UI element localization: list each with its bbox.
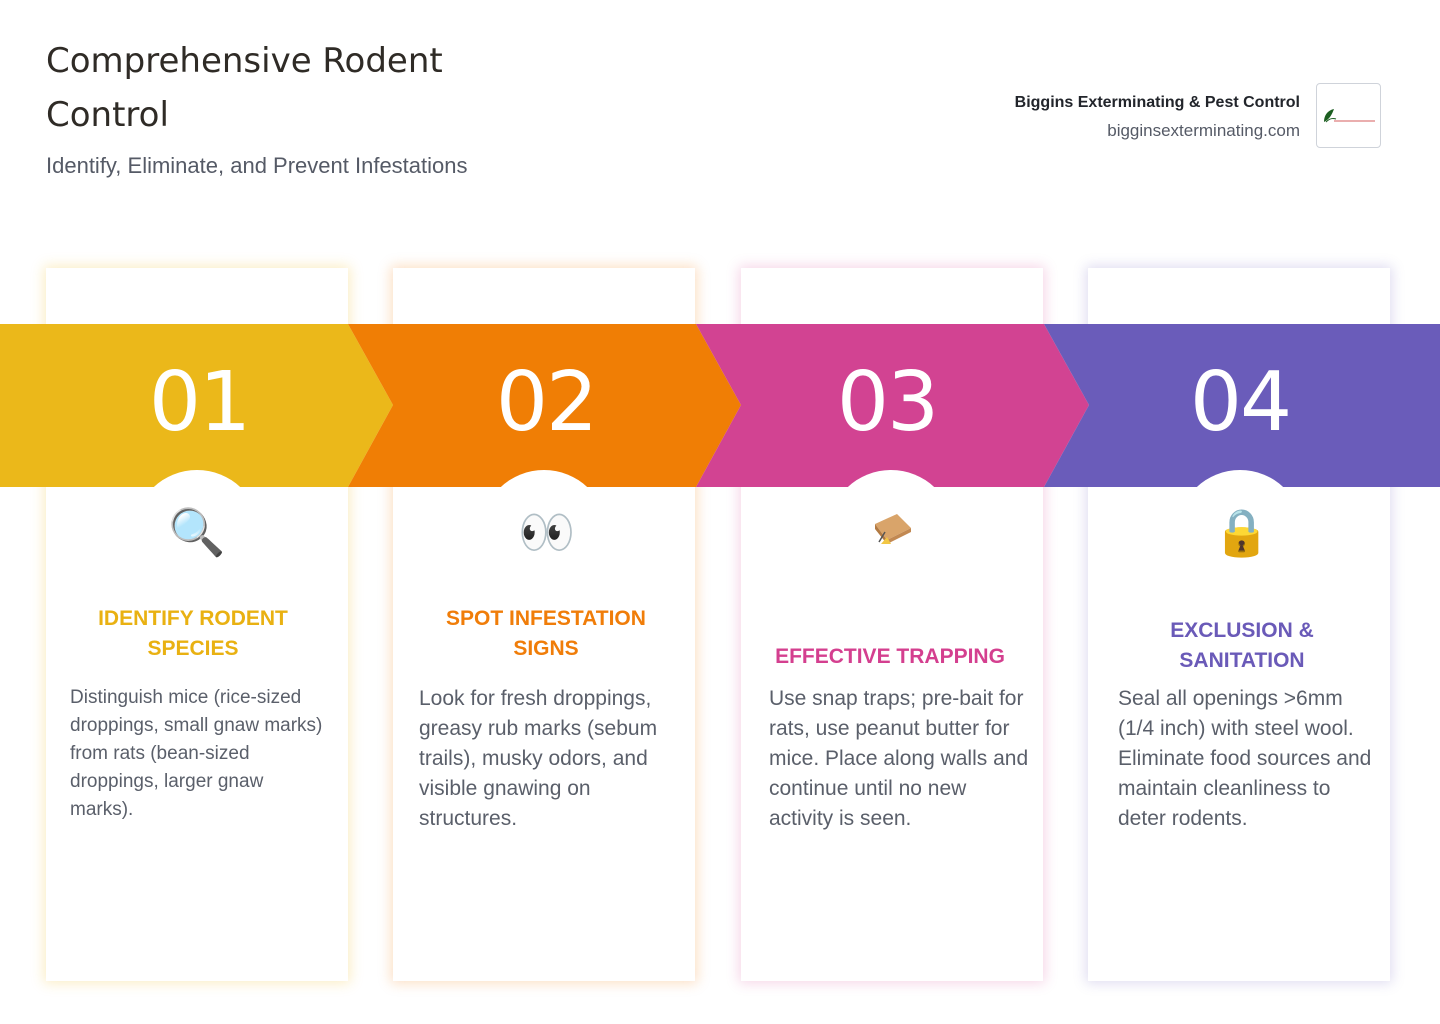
step-number-3: 03	[836, 355, 939, 450]
step-heading-3: EFFECTIVE TRAPPING	[775, 645, 1005, 668]
page-subtitle: Identify, Eliminate, and Prevent Infesta…	[46, 153, 468, 178]
brand-url[interactable]: bigginsexterminating.com	[1107, 121, 1300, 140]
step-heading-4: EXCLUSION & SANITATION	[1170, 619, 1314, 672]
step-number-4: 04	[1189, 355, 1292, 450]
magnifying-glass-icon: 🔍	[168, 505, 226, 559]
step-heading-2: SPOT INFESTATION SIGNS	[446, 607, 646, 660]
eyes-icon: 👀	[518, 505, 576, 559]
page-title: Comprehensive Rodent Control	[46, 41, 443, 135]
step-body-1: Distinguish mice (rice-sized droppings, …	[70, 687, 323, 820]
brand-logo	[1316, 83, 1381, 148]
padlock-icon: 🔒	[1213, 505, 1271, 559]
step-number-2: 02	[495, 355, 598, 450]
brand-name: Biggins Exterminating & Pest Control	[1014, 94, 1300, 111]
brand-block: Biggins Exterminating & Pest Control big…	[1015, 92, 1300, 142]
step-body-4: Seal all openings >6mm (1/4 inch) with s…	[1118, 687, 1372, 830]
leaf-logo-icon	[1323, 108, 1375, 122]
mouse-trap-icon-graphic	[875, 514, 911, 544]
step-body-3: Use snap traps; pre-bait for rats, use p…	[769, 687, 1029, 830]
mouse-trap-icon	[740, 502, 1042, 564]
step-number-1: 01	[148, 355, 251, 450]
step-heading-1: IDENTIFY RODENT SPECIES	[98, 607, 288, 660]
step-body-2: Look for fresh droppings, greasy rub mar…	[419, 687, 658, 830]
